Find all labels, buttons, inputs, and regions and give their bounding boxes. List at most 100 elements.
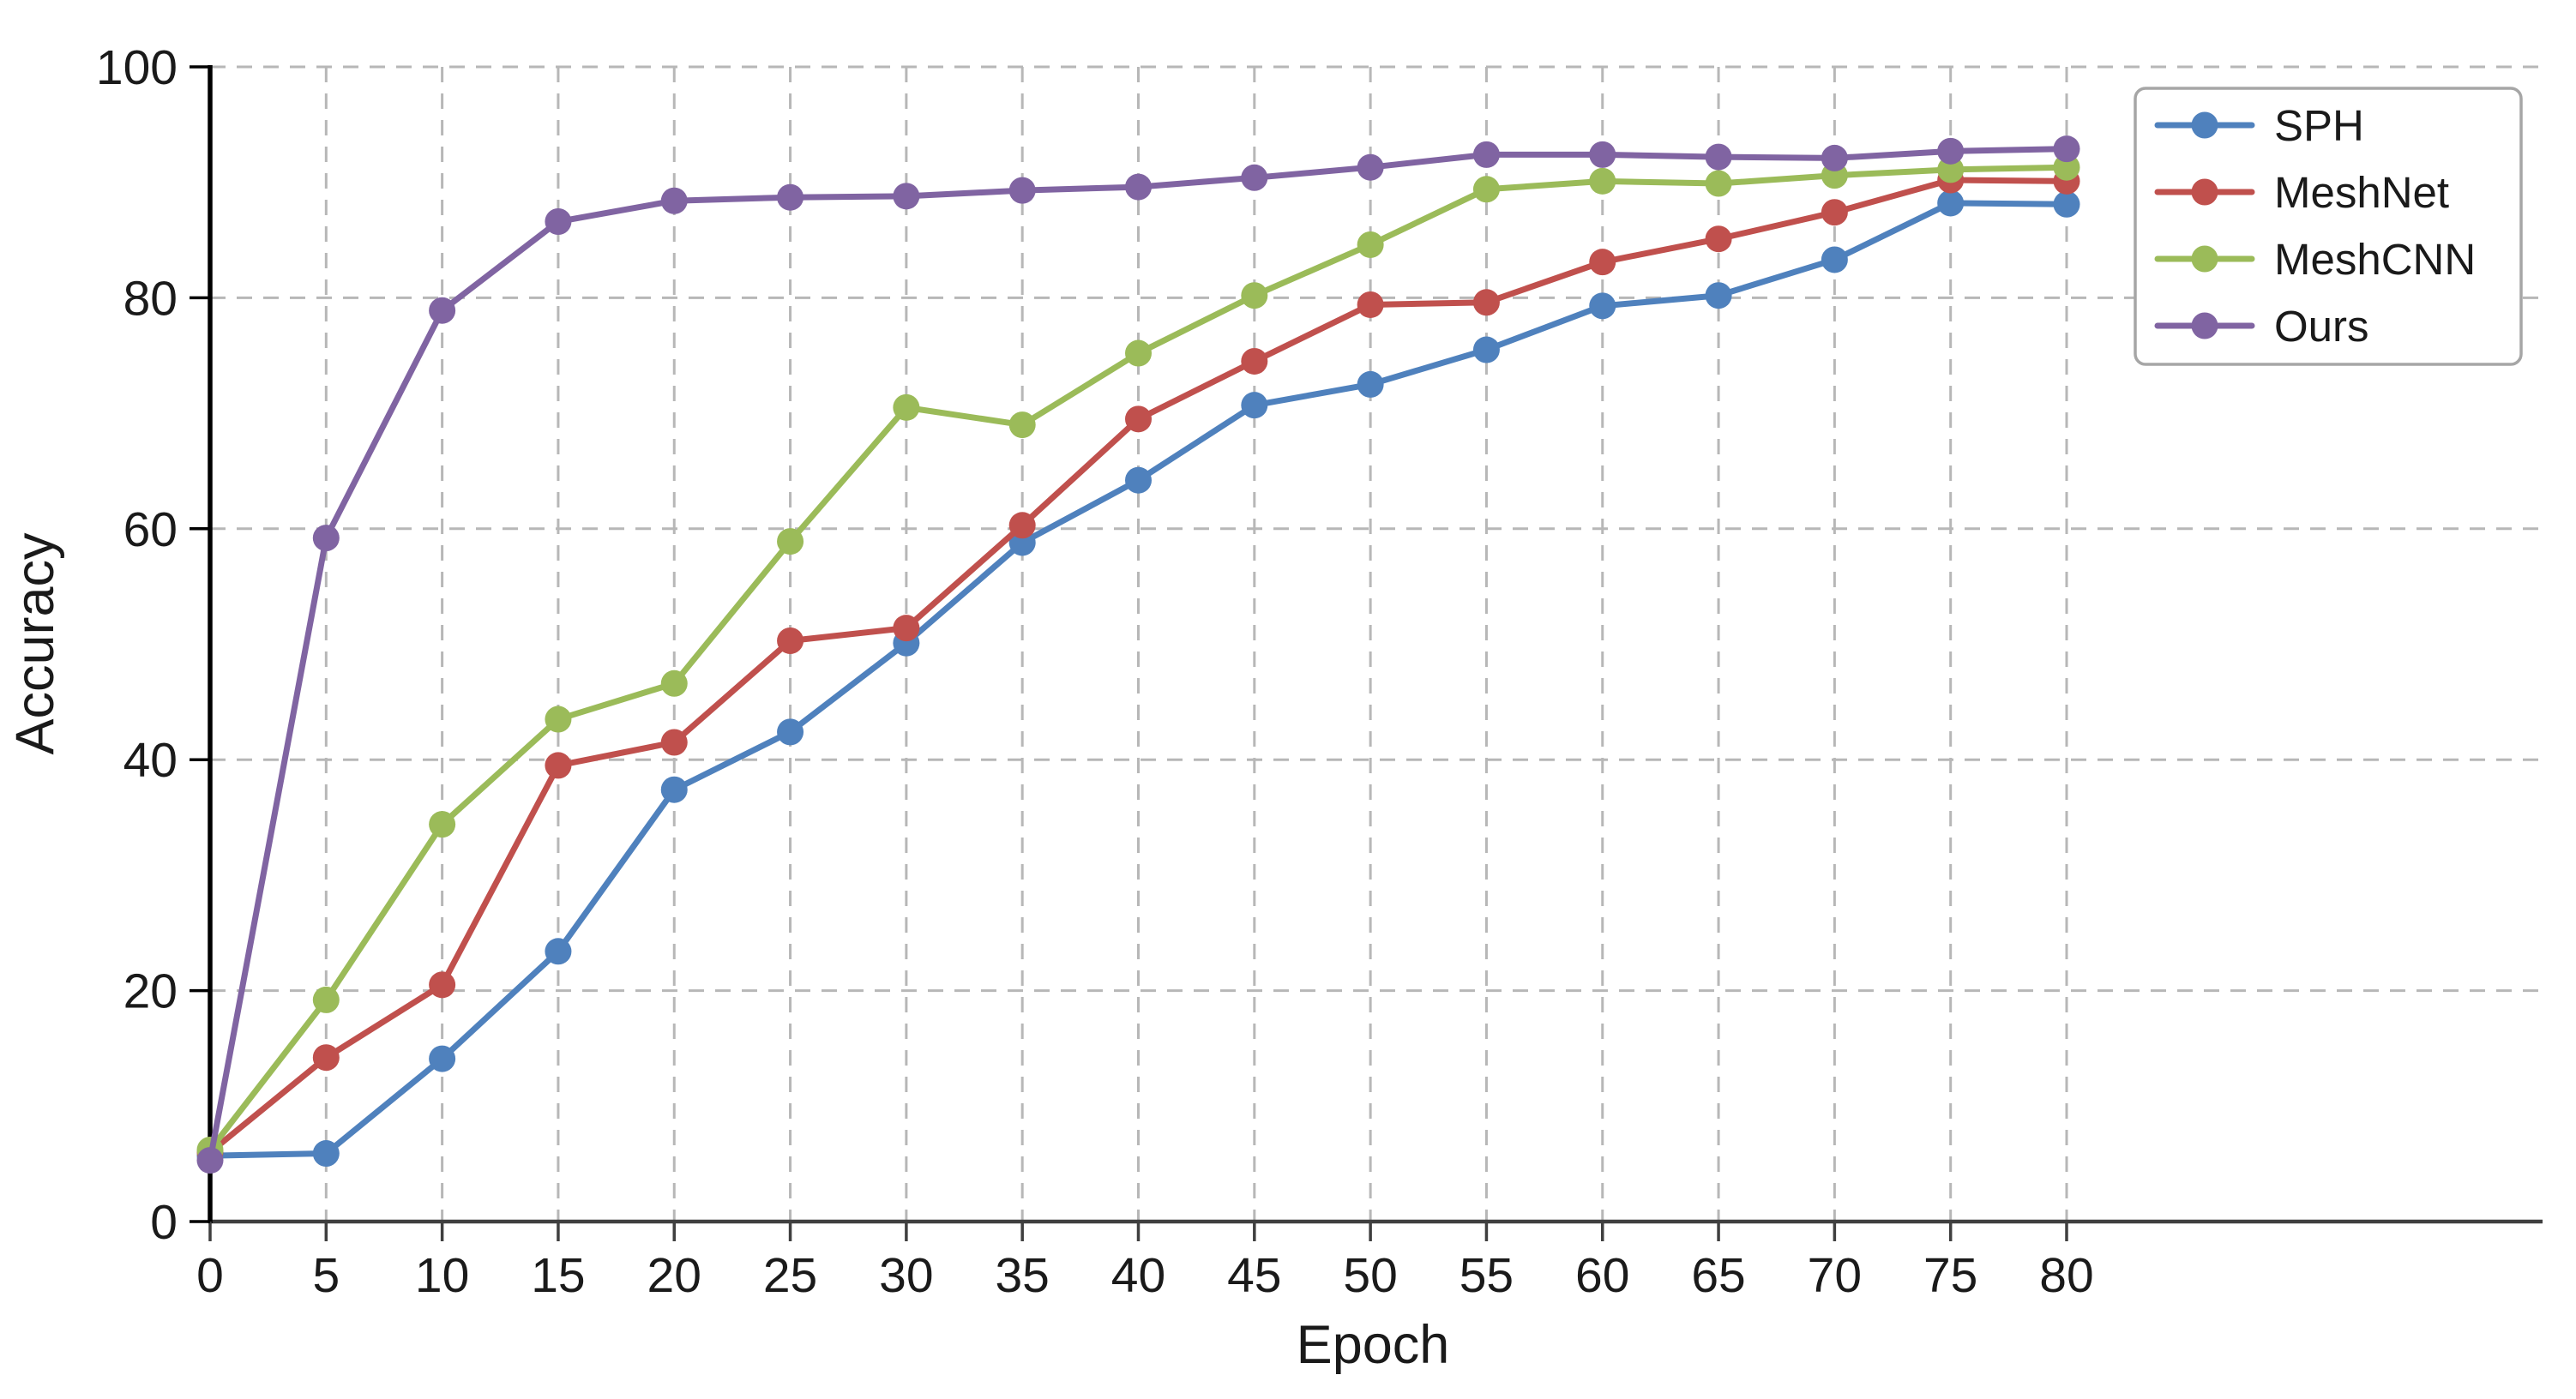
data-point-marker: [1821, 144, 1848, 171]
legend-item-meshnet: MeshNet: [2154, 168, 2449, 217]
x-tick-label: 80: [2039, 1248, 2093, 1303]
data-point-marker: [1125, 466, 1152, 494]
data-point-marker: [1472, 141, 1500, 168]
data-point-marker: [1472, 289, 1500, 316]
legend-item-ours: Ours: [2154, 302, 2369, 351]
data-point-marker: [429, 297, 456, 324]
legend-label: SPH: [2274, 101, 2364, 150]
data-point-marker: [1008, 512, 1036, 539]
data-point-marker: [1937, 189, 1965, 217]
data-point-marker: [1589, 141, 1616, 168]
data-point-marker: [429, 971, 456, 999]
legend-marker: [2191, 312, 2218, 339]
data-point-marker: [660, 187, 688, 214]
x-tick-label: 40: [1111, 1248, 1165, 1303]
data-point-marker: [1241, 347, 1268, 375]
x-tick-label: 0: [196, 1248, 224, 1303]
data-point-marker: [1357, 231, 1384, 258]
x-tick-label: 20: [647, 1248, 701, 1303]
x-tick-label: 25: [763, 1248, 817, 1303]
series-ours: [196, 135, 2080, 1174]
data-point-marker: [1241, 392, 1268, 419]
data-point-marker: [1821, 246, 1848, 273]
y-tick-label: 0: [150, 1195, 178, 1250]
x-tick-label: 5: [312, 1248, 340, 1303]
x-tick-label: 60: [1575, 1248, 1629, 1303]
data-point-marker: [1705, 143, 1732, 171]
data-point-marker: [1008, 411, 1036, 439]
data-point-marker: [545, 207, 572, 235]
data-point-marker: [545, 752, 572, 779]
x-tick-label: 15: [531, 1248, 585, 1303]
data-point-marker: [1472, 336, 1500, 363]
data-point-marker: [312, 1140, 340, 1168]
data-point-marker: [1705, 170, 1732, 197]
x-tick-label: 65: [1691, 1248, 1745, 1303]
data-point-marker: [312, 986, 340, 1013]
data-point-marker: [893, 615, 920, 642]
x-axis-label: Epoch: [1297, 1315, 1450, 1375]
data-point-marker: [1241, 164, 1268, 191]
x-tick-label: 50: [1343, 1248, 1397, 1303]
data-point-marker: [2053, 153, 2080, 181]
data-point-marker: [1125, 173, 1152, 201]
data-point-marker: [893, 393, 920, 421]
data-point-marker: [1008, 177, 1036, 204]
series-layer: [196, 135, 2080, 1174]
data-point-marker: [1357, 291, 1384, 318]
data-point-marker: [660, 776, 688, 803]
data-point-marker: [777, 183, 804, 211]
data-point-marker: [429, 1045, 456, 1072]
data-point-marker: [545, 938, 572, 965]
y-tick-label: 100: [96, 40, 178, 95]
data-point-marker: [777, 627, 804, 654]
legend-item-sph: SPH: [2154, 101, 2364, 150]
data-point-marker: [312, 525, 340, 552]
x-tick-label: 75: [1923, 1248, 1977, 1303]
data-point-marker: [1589, 167, 1616, 195]
data-point-marker: [1821, 199, 1848, 226]
legend-marker: [2191, 178, 2218, 206]
data-point-marker: [1705, 282, 1732, 309]
x-tick-label: 55: [1460, 1248, 1514, 1303]
data-point-marker: [1937, 137, 1965, 165]
legend-label: Ours: [2274, 302, 2369, 351]
data-point-marker: [545, 706, 572, 733]
data-point-marker: [1937, 156, 1965, 183]
data-point-marker: [1589, 249, 1616, 276]
legend-label: MeshNet: [2274, 168, 2449, 217]
data-point-marker: [777, 718, 804, 746]
x-tick-label: 70: [1808, 1248, 1862, 1303]
legend-marker: [2191, 245, 2218, 273]
legend-label: MeshCNN: [2274, 235, 2476, 284]
data-point-marker: [1125, 405, 1152, 433]
y-tick-label: 40: [123, 733, 178, 788]
data-point-marker: [196, 1147, 224, 1174]
data-point-marker: [1125, 339, 1152, 367]
x-tick-label: 10: [415, 1248, 469, 1303]
data-point-marker: [1705, 225, 1732, 253]
tick-label-layer: 0 5 10 15 20 25 30 35 40 45 50 55 60 65 70 75 80 0 20 40 60 8…: [96, 40, 2094, 1303]
y-tick-label: 80: [123, 271, 178, 326]
data-point-marker: [2053, 135, 2080, 163]
data-point-marker: [1241, 282, 1268, 309]
legend: SPH MeshNet MeshCNN Ours: [2134, 87, 2523, 366]
legend-item-meshcnn: MeshCNN: [2154, 235, 2476, 284]
series-meshcnn: [196, 153, 2080, 1163]
data-point-marker: [2053, 190, 2080, 218]
data-point-marker: [893, 183, 920, 210]
legend-marker: [2191, 111, 2218, 139]
y-axis-label: Accuracy: [5, 532, 65, 755]
data-point-marker: [660, 669, 688, 697]
data-point-marker: [777, 528, 804, 555]
data-point-marker: [1357, 153, 1384, 181]
data-point-marker: [429, 811, 456, 838]
data-point-marker: [312, 1044, 340, 1072]
axis-layer: [190, 65, 2543, 1241]
legend-box: [2134, 87, 2523, 366]
x-tick-label: 35: [995, 1248, 1049, 1303]
data-point-marker: [660, 729, 688, 756]
data-point-marker: [1472, 176, 1500, 203]
